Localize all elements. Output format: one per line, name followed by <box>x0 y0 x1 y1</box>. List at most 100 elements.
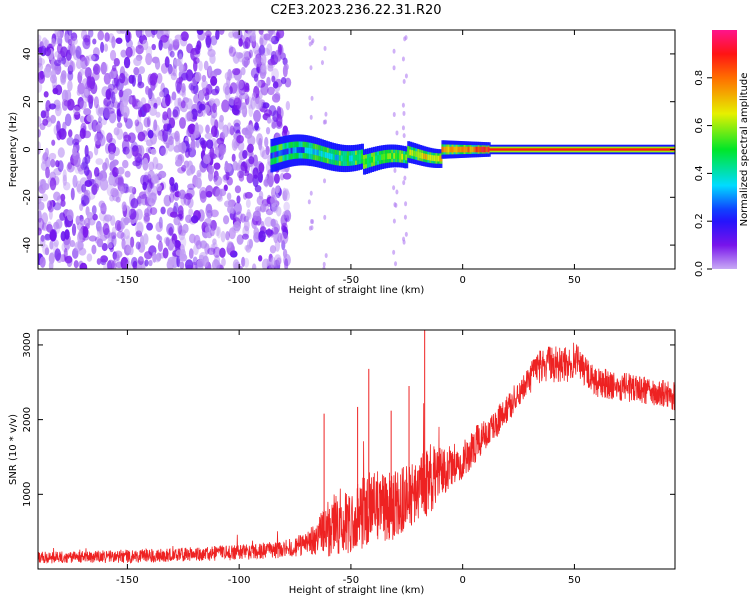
band-core <box>421 152 425 159</box>
noise-blob <box>276 257 282 266</box>
noise-blob <box>219 114 224 123</box>
spectrogram-marks <box>38 30 675 269</box>
noise-blob <box>57 147 65 158</box>
noise-blob <box>203 217 213 227</box>
band-core <box>485 146 489 153</box>
noise-blob <box>67 80 73 92</box>
noise-blob <box>84 180 93 188</box>
noise-blob <box>274 227 279 240</box>
band-core <box>473 146 477 153</box>
noise-blob <box>403 175 407 181</box>
noise-blob <box>216 137 225 145</box>
noise-blob <box>196 169 202 178</box>
noise-blob <box>72 37 78 45</box>
noise-blob <box>252 167 259 179</box>
band-core <box>356 154 360 161</box>
noise-blob <box>160 206 166 215</box>
noise-blob <box>241 233 249 240</box>
band-core <box>375 155 379 162</box>
noise-blob <box>212 242 218 250</box>
noise-blob <box>205 83 213 95</box>
band-core <box>346 155 350 162</box>
noise-blob <box>118 89 124 98</box>
band-core <box>328 153 332 159</box>
noise-blob <box>152 251 157 263</box>
noise-blob <box>224 85 230 96</box>
band-core <box>288 148 292 154</box>
noise-blob <box>230 206 235 214</box>
noise-blob <box>84 189 91 196</box>
noise-blob <box>113 57 120 67</box>
noise-blob <box>131 256 138 268</box>
noise-blob <box>155 221 163 233</box>
noise-blob <box>254 122 259 131</box>
noise-blob <box>98 200 106 209</box>
noise-blob <box>402 79 406 85</box>
noise-blob <box>201 74 207 83</box>
noise-blob <box>211 259 220 269</box>
noise-blob <box>234 31 242 40</box>
noise-blob <box>209 146 215 160</box>
noise-blob <box>56 43 63 54</box>
noise-blob <box>152 185 158 197</box>
noise-blob <box>96 258 102 265</box>
noise-blob <box>185 264 194 269</box>
noise-blob <box>167 63 173 75</box>
noise-blob <box>151 174 159 184</box>
snr-ytick-label: 3000 <box>22 332 33 357</box>
snr-marks <box>38 330 675 564</box>
noise-blob <box>172 64 177 77</box>
noise-blob <box>44 47 52 57</box>
noise-blob <box>244 86 250 93</box>
noise-blob <box>254 97 262 110</box>
noise-blob <box>196 259 205 268</box>
noise-blob <box>231 153 236 162</box>
band-core <box>280 149 284 156</box>
noise-blob <box>169 50 175 58</box>
noise-blob <box>269 197 275 204</box>
noise-blob <box>155 163 164 170</box>
noise-blob <box>259 37 264 46</box>
band-core <box>354 154 358 161</box>
noise-blob <box>174 97 182 110</box>
noise-blob <box>135 241 141 250</box>
noise-blob <box>204 243 210 255</box>
noise-blob <box>232 68 241 76</box>
noise-blob <box>47 205 54 213</box>
noise-blob <box>38 62 44 72</box>
noise-blob <box>38 116 42 127</box>
noise-blob <box>203 60 209 71</box>
noise-blob <box>133 57 142 67</box>
noise-blob <box>199 186 208 199</box>
band-core <box>417 151 421 158</box>
noise-blob <box>260 64 266 73</box>
noise-blob <box>273 50 281 63</box>
noise-blob <box>144 259 149 267</box>
noise-blob <box>165 237 170 247</box>
band-core <box>377 155 381 161</box>
tone-core <box>489 148 675 151</box>
noise-blob <box>108 71 114 80</box>
noise-blob <box>267 35 275 42</box>
noise-blob <box>40 110 47 119</box>
noise-blob <box>66 162 75 173</box>
noise-blob <box>280 76 287 85</box>
noise-blob <box>137 81 145 89</box>
noise-blob <box>283 209 292 223</box>
noise-blob <box>141 130 148 137</box>
band-core <box>469 146 473 153</box>
noise-blob <box>60 231 66 242</box>
noise-blob <box>256 54 261 65</box>
noise-blob <box>322 119 326 125</box>
noise-blob <box>177 205 184 217</box>
noise-blob <box>143 117 151 128</box>
noise-blob <box>237 170 244 179</box>
noise-blob <box>123 56 131 69</box>
noise-blob <box>257 171 263 183</box>
noise-blob <box>180 72 189 81</box>
noise-blob <box>46 200 53 211</box>
noise-blob <box>271 121 277 129</box>
noise-blob <box>38 141 41 151</box>
noise-blob <box>266 76 271 86</box>
noise-blob <box>274 91 281 100</box>
